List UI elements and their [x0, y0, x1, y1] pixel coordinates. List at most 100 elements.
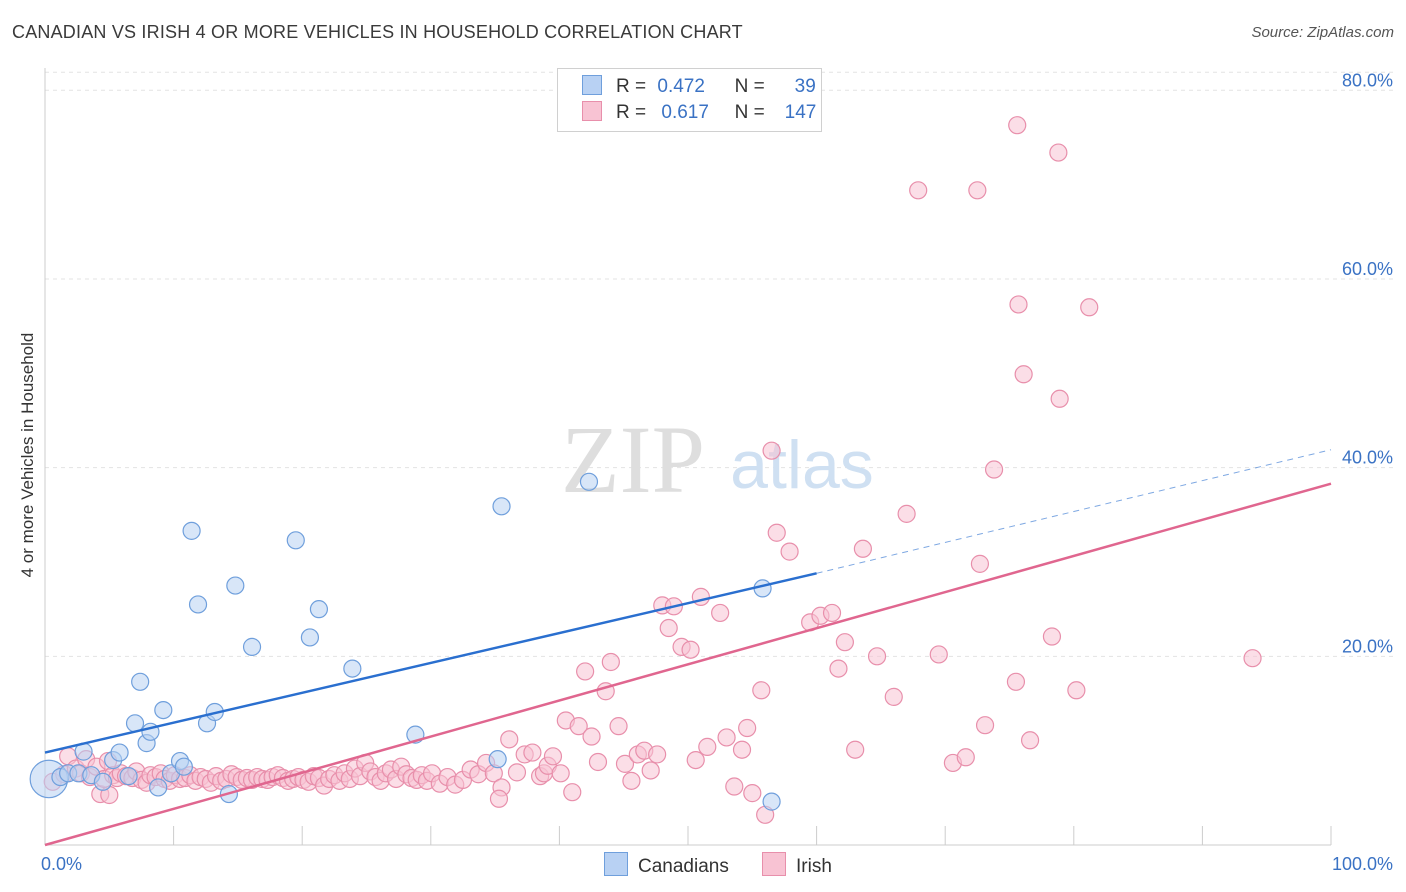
- irish-point: [984, 460, 1004, 479]
- irish-point: [1050, 389, 1069, 408]
- irish-point: [717, 728, 736, 747]
- irish-points: [43, 116, 1262, 824]
- irish-point: [884, 687, 903, 706]
- trend-lines: [44, 449, 1332, 847]
- irish-r-value: 0.617: [661, 102, 709, 123]
- canadians-swatch: [582, 75, 602, 95]
- irish-point: [897, 504, 916, 523]
- irish-point: [1042, 627, 1062, 646]
- irish-point: [1006, 672, 1026, 691]
- irish-point: [725, 777, 744, 796]
- canadians-point: [226, 576, 245, 595]
- canadians-point: [110, 743, 129, 762]
- y-tick-label: 40.0%: [1342, 448, 1393, 468]
- irish-point: [1009, 295, 1028, 314]
- irish-legend-label: Irish: [796, 856, 832, 877]
- irish-trend-line: [44, 482, 1332, 847]
- canadians-legend-label: Canadians: [638, 856, 729, 877]
- irish-point: [1008, 116, 1027, 135]
- y-tick-label: 20.0%: [1342, 636, 1393, 656]
- irish-point: [767, 523, 786, 542]
- canadians-point: [286, 531, 305, 550]
- irish-point: [762, 441, 781, 460]
- stats-legend: R = 0.472 N = 39 R = 0.617 N = 147: [557, 68, 822, 132]
- irish-point: [582, 727, 601, 746]
- bottom-legend-canadians: Canadians: [604, 852, 729, 878]
- canadians-point: [149, 778, 168, 797]
- x-tick-label: 100.0%: [1332, 854, 1393, 874]
- irish-point: [835, 633, 854, 652]
- irish-point: [822, 603, 842, 623]
- irish-point: [752, 681, 771, 700]
- canadians-legend-swatch: [604, 852, 628, 876]
- irish-point: [648, 745, 667, 764]
- legend-row-canadians: R = 0.472 N = 39: [582, 75, 816, 101]
- irish-n-value: 147: [784, 102, 817, 123]
- irish-point: [1067, 681, 1086, 700]
- watermark-atlas: atlas: [730, 427, 874, 503]
- canadians-trend-extension: [816, 449, 1332, 574]
- irish-point: [1014, 365, 1033, 384]
- irish-point: [543, 747, 563, 766]
- irish-point: [829, 659, 848, 678]
- irish-point: [975, 716, 995, 735]
- irish-point: [622, 771, 641, 790]
- irish-point: [641, 761, 660, 780]
- watermark: ZIP atlas: [561, 406, 874, 513]
- canadians-point: [174, 757, 193, 776]
- irish-point: [1243, 649, 1262, 668]
- canadians-point: [488, 750, 507, 769]
- irish-point: [686, 750, 705, 770]
- canadians-point: [579, 472, 599, 491]
- canadians-point: [188, 595, 208, 614]
- grid-lines: [45, 71, 1393, 657]
- legend-row-irish: R = 0.617 N = 147: [582, 101, 816, 127]
- canadians-point: [182, 521, 201, 540]
- irish-point: [615, 754, 635, 773]
- irish-point: [601, 652, 620, 672]
- legend-r-label: R =: [616, 102, 647, 123]
- x-tick-label: 0.0%: [41, 854, 82, 874]
- irish-point: [507, 763, 527, 782]
- canadians-point: [762, 792, 781, 811]
- canadians-point: [131, 672, 150, 691]
- irish-point: [489, 789, 509, 808]
- canadians-point: [492, 497, 511, 516]
- axes: [44, 68, 1332, 846]
- irish-point: [968, 181, 987, 200]
- watermark-zip: ZIP: [561, 406, 705, 513]
- irish-point: [846, 740, 865, 759]
- canadians-point: [300, 628, 320, 647]
- canadians-point: [93, 772, 112, 791]
- irish-point: [867, 647, 887, 666]
- irish-point: [711, 603, 730, 623]
- irish-point: [909, 181, 928, 200]
- irish-point: [523, 743, 542, 762]
- irish-point: [569, 717, 588, 736]
- irish-point: [738, 718, 757, 738]
- irish-legend-swatch: [762, 852, 786, 876]
- irish-point: [1020, 731, 1040, 750]
- irish-point: [563, 783, 582, 802]
- irish-point: [698, 737, 717, 756]
- canadians-point: [309, 600, 329, 619]
- canadians-point: [154, 700, 173, 720]
- canadians-point: [119, 767, 138, 786]
- y-axis-label: 4 or more Vehicles in Household: [18, 332, 37, 578]
- canadians-point: [242, 637, 262, 656]
- irish-point: [500, 730, 519, 749]
- y-tick-label: 60.0%: [1342, 259, 1393, 279]
- irish-swatch: [582, 101, 602, 121]
- legend-r-label: R =: [616, 76, 647, 97]
- canadians-n-value: 39: [794, 76, 816, 97]
- canadians-point: [343, 659, 362, 678]
- irish-point: [743, 784, 762, 803]
- irish-point: [929, 645, 948, 664]
- canadians-r-value: 0.472: [657, 76, 705, 97]
- irish-point: [588, 752, 608, 772]
- irish-point: [681, 640, 700, 659]
- irish-point: [1049, 143, 1068, 162]
- irish-point: [780, 542, 799, 561]
- canadians-trend-line: [44, 572, 817, 754]
